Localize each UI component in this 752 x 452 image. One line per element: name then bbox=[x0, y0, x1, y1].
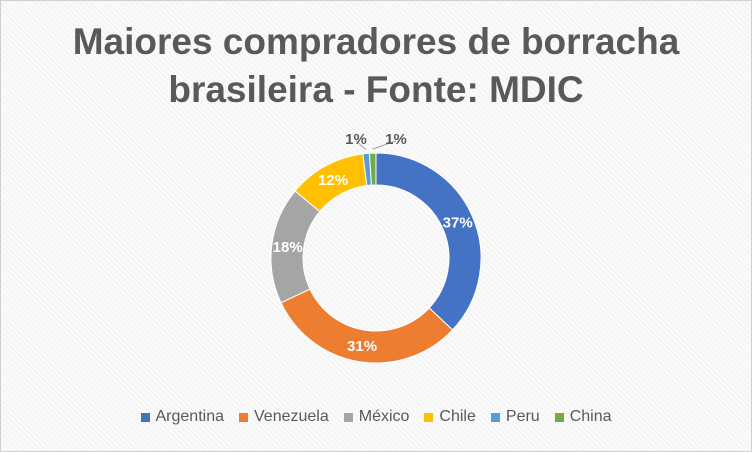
data-label-peru: 1% bbox=[345, 131, 367, 148]
leader-line-peru bbox=[355, 140, 367, 150]
slice-argentina bbox=[375, 152, 482, 331]
leader-line-china bbox=[372, 140, 397, 150]
legend-swatch bbox=[140, 412, 150, 422]
legend-label: Chile bbox=[439, 408, 476, 425]
legend-item-venezuela: Venezuela bbox=[239, 408, 329, 426]
legend-swatch bbox=[424, 412, 434, 422]
title-line-1: Maiores compradores de borracha bbox=[72, 21, 680, 62]
chart-title: Maiores compradores de borracha brasilei… bbox=[0, 18, 752, 114]
legend-label: Argentina bbox=[155, 408, 225, 425]
legend-item-peru: Peru bbox=[490, 408, 540, 426]
legend-item-chile: Chile bbox=[424, 408, 476, 426]
legend-item-china: China bbox=[554, 408, 612, 426]
legend-swatch bbox=[343, 412, 353, 422]
legend-label: Peru bbox=[505, 408, 540, 425]
data-label-venezuela: 31% bbox=[347, 338, 377, 355]
data-label-chile: 12% bbox=[318, 172, 348, 189]
data-label-china: 1% bbox=[385, 131, 407, 148]
legend-swatch bbox=[490, 412, 500, 422]
legend-label: Venezuela bbox=[254, 408, 329, 425]
legend-item-argentina: Argentina bbox=[140, 408, 225, 426]
legend-item-méxico: México bbox=[343, 408, 410, 426]
legend-swatch bbox=[554, 412, 564, 422]
data-label-méxico: 18% bbox=[273, 239, 303, 256]
data-label-argentina: 37% bbox=[443, 215, 473, 232]
title-line-2: brasileira - Fonte: MDIC bbox=[168, 69, 584, 110]
legend-label: China bbox=[569, 408, 612, 425]
legend-label: México bbox=[358, 408, 410, 425]
legend-swatch bbox=[239, 412, 248, 422]
legend: Argentina Venezuela México Chile Peru China bbox=[0, 408, 752, 426]
slice-china bbox=[368, 152, 377, 186]
